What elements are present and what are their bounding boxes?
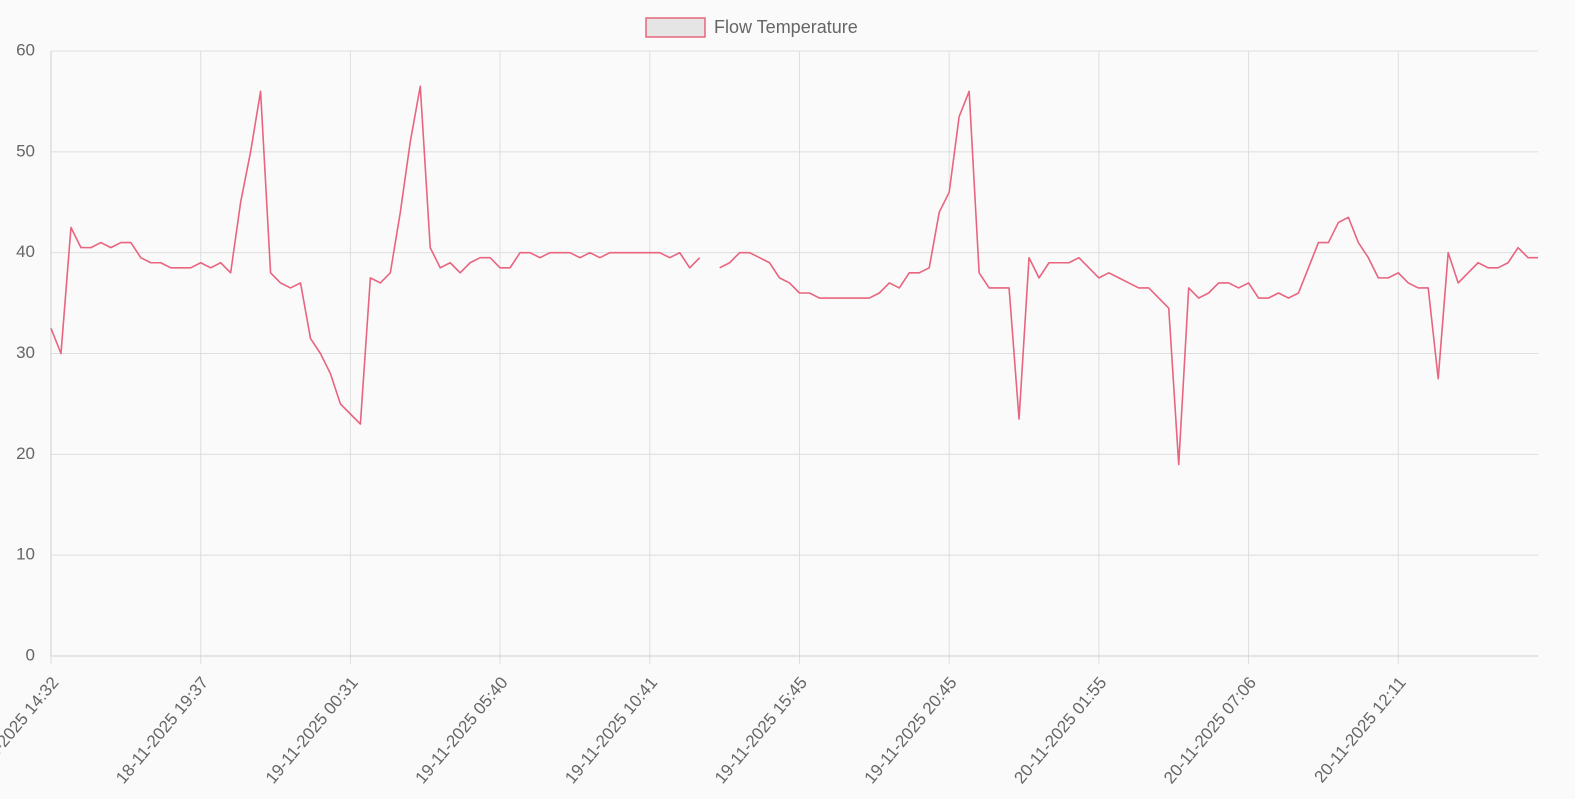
y-tick-label: 0: [26, 645, 35, 664]
y-tick-label: 30: [16, 343, 35, 362]
x-tick-label: 19-11-2025 15:45: [711, 673, 811, 787]
data-line: [50, 85, 1538, 466]
x-tick-label: 18-11-2025 19:37: [112, 673, 212, 787]
legend-label: Flow Temperature: [714, 17, 858, 37]
y-tick-label: 20: [16, 444, 35, 463]
x-tick-label: 19-11-2025 20:45: [861, 673, 961, 787]
legend-swatch: [645, 17, 706, 38]
y-tick-label: 60: [16, 40, 35, 59]
y-tick-label: 10: [16, 545, 35, 564]
y-tick-label: 40: [16, 242, 35, 261]
x-tick-label: 20-11-2025 12:11: [1311, 673, 1410, 786]
y-tick-label: 50: [16, 141, 35, 160]
x-tick-label: 19-11-2025 00:31: [262, 673, 362, 787]
x-tick-label: 18-11-2025 14:32: [0, 673, 62, 787]
x-tick-label: 20-11-2025 07:06: [1160, 673, 1260, 787]
x-tick-label: 20-11-2025 01:55: [1010, 673, 1110, 787]
x-tick-label: 19-11-2025 05:40: [412, 673, 512, 787]
x-tick-label: 19-11-2025 10:41: [561, 673, 661, 787]
